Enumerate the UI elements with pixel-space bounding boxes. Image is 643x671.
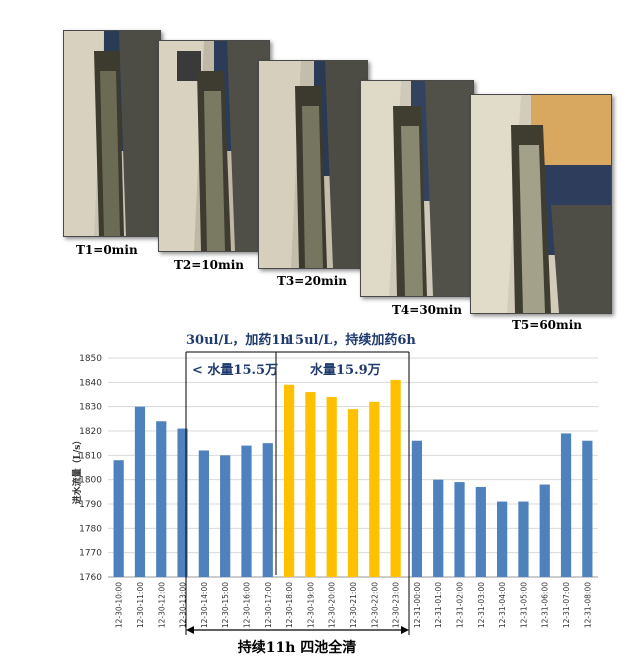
bar-6 [241,445,252,577]
bar-21 [560,433,572,577]
bar-4 [198,450,209,577]
x-tick-label: 12-30-16:00 [242,582,251,628]
x-tick-label: 12-30-13:00 [179,582,188,628]
y-tick-label: 1830 [79,403,102,413]
y-axis-ticks: 1760 1770 1780 1790 1800 1810 1820 1830 1840 1850 [79,354,102,583]
bar-9 [305,392,316,577]
photo-caption-t3: T3=20min [277,274,348,288]
y-tick-label: 1760 [79,573,102,583]
water2-label: 水量15.9万 [310,362,381,378]
x-tick-label: 12-31-05:00 [519,582,528,628]
x-tick-label: 12-31-01:00 [434,582,443,628]
x-tick-label: 12-31-02:00 [456,582,465,628]
bar-series [113,379,593,577]
x-tick-label: 12-30-12:00 [157,582,166,628]
photo-t4 [360,80,474,297]
dose1-label: 30ul/L，加药1h [186,332,290,348]
photo-t2 [158,40,270,252]
duration-arrow-left-head [186,626,194,634]
x-tick-label: 12-30-21:00 [349,582,358,628]
x-tick-label: 12-30-19:00 [306,582,315,628]
x-tick-label: 12-30-20:00 [328,582,337,628]
y-tick-label: 1790 [79,500,102,510]
bar-13 [390,379,401,577]
x-tick-label: 12-30-23:00 [392,582,401,628]
photo-caption-t1: T1=0min [76,243,138,257]
bar-3 [177,428,188,577]
y-axis-label: 进水流量（L/s） [71,436,83,505]
bar-19 [518,501,529,577]
bar-14 [411,440,423,577]
bar-8 [283,384,295,577]
bar-5 [220,455,231,577]
x-tick-label: 12-31-08:00 [583,582,592,628]
photo-caption-t4: T4=30min [392,303,463,317]
bar-11 [347,409,359,577]
bar-17 [475,486,486,577]
bar-18 [497,501,508,577]
x-tick-label: 12-31-06:00 [541,582,550,628]
x-tick-label: 12-30-17:00 [264,582,273,628]
duration-label: 持续11h 四池全清 [238,639,357,656]
x-tick-label: 12-30-14:00 [200,582,209,628]
flow-bar-chart: 1760 1770 1780 1790 1800 1810 1820 1830 1840 1850… [71,332,598,656]
bar-0 [113,460,124,577]
bar-10 [326,396,337,577]
x-tick-label: 12-30-15:00 [221,582,230,628]
y-tick-label: 1850 [79,354,102,364]
dose2-label: 15ul/L，持续加药6h [286,332,416,348]
x-tick-label: 12-30-18:00 [285,582,294,628]
photo-caption-t2: T2=10min [174,258,245,272]
bar-22 [582,440,593,577]
photo-t1 [63,30,161,237]
photo-caption-t5: T5=60min [512,318,583,332]
bar-20 [539,484,550,577]
y-tick-label: 1780 [79,524,102,534]
x-tick-label: 12-31-03:00 [477,582,486,628]
x-tick-label: 12-30-22:00 [370,582,379,628]
y-tick-label: 1770 [79,549,102,559]
x-tick-label: 12-31-07:00 [562,582,571,628]
y-tick-label: 1840 [79,378,102,388]
x-tick-label: 12-31-00:00 [413,582,422,628]
photo-t5 [470,94,612,314]
bar-12 [369,401,380,577]
water1-label: < 水量15.5万 [192,362,278,378]
duration-arrow-right-head [401,626,409,634]
bar-7 [262,443,273,577]
y-tick-label: 1820 [79,427,102,437]
x-tick-label: 12-30-10:00 [115,582,124,628]
bar-16 [454,482,465,577]
bar-1 [134,406,146,577]
y-tick-label: 1800 [79,476,102,486]
y-tick-label: 1810 [79,451,102,461]
photo-t3 [258,60,368,269]
x-tick-label: 12-31-04:00 [498,582,507,628]
x-tick-label: 12-30-11:00 [136,582,145,628]
bar-2 [156,421,167,577]
x-axis-ticks: 12-30-10:00 12-30-11:00 12-30-12:00 12-30-1… [115,582,593,628]
bar-15 [433,479,444,577]
